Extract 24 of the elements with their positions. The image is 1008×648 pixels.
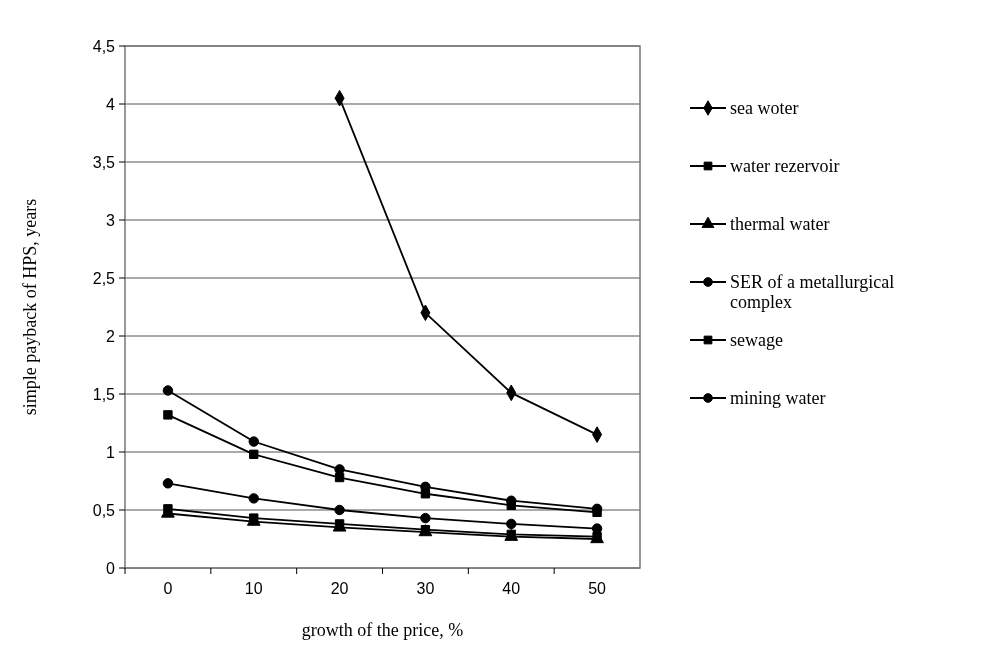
x-tick-label: 0 (163, 580, 173, 597)
y-tick-label: 1,5 (92, 385, 116, 403)
y-tick-label: 2 (106, 327, 116, 345)
y-tick-label: 4,5 (92, 37, 116, 55)
y-tick-label: 1 (106, 443, 116, 461)
x-tick-label: 20 (330, 580, 349, 597)
legend-label: thermal water (730, 214, 830, 235)
x-tick-label: 10 (244, 580, 263, 597)
x-tick-label: 30 (416, 580, 435, 597)
legend-label: water rezervoir (730, 156, 840, 177)
legend-label: mining water (730, 388, 826, 409)
y-tick-label: 0 (106, 559, 116, 577)
y-tick-label: 4 (106, 95, 116, 113)
y-tick-label: 3 (106, 211, 116, 229)
x-tick-label: 50 (588, 580, 607, 597)
y-tick-label: 3,5 (92, 153, 116, 171)
x-axis-title: growth of the price, % (301, 620, 464, 640)
y-tick-label: 2,5 (92, 269, 116, 287)
legend-label: sea woter (730, 98, 799, 119)
legend-label: SER of a metallurgical complex (730, 272, 895, 313)
y-tick-label: 0,5 (92, 501, 116, 519)
x-tick-label: 40 (502, 580, 521, 597)
y-axis-title: simple payback of HPS, years (20, 198, 40, 416)
legend-label: sewage (730, 330, 783, 351)
